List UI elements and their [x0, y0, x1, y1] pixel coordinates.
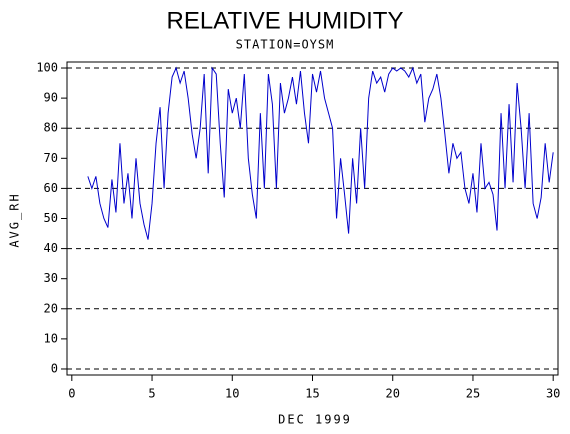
- y-tick-label: 30: [44, 271, 58, 285]
- data-line: [87, 66, 554, 240]
- y-tick-label: 20: [44, 301, 58, 315]
- y-tick-label: 70: [44, 151, 58, 165]
- y-tick-label: 100: [36, 61, 58, 75]
- chart-title: RELATIVE HUMIDITY: [167, 7, 404, 34]
- y-tick-label: 60: [44, 181, 58, 195]
- x-axis-label: DEC 1999: [278, 413, 352, 427]
- x-tick-label: 25: [466, 387, 480, 401]
- x-tick-label: 30: [546, 387, 560, 401]
- y-tick-label: 0: [51, 361, 58, 375]
- y-axis-label: AVG_RH: [8, 192, 22, 247]
- x-tick-label: 5: [148, 387, 155, 401]
- y-tick-label: 50: [44, 211, 58, 225]
- y-tick-label: 90: [44, 91, 58, 105]
- x-tick-label: 20: [386, 387, 400, 401]
- y-tick-label: 40: [44, 241, 58, 255]
- y-tick-label: 80: [44, 121, 58, 135]
- x-tick-label: 0: [68, 387, 75, 401]
- plot-frame: [66, 61, 559, 376]
- x-tick-label: 15: [305, 387, 319, 401]
- y-tick-label: 10: [44, 331, 58, 345]
- chart-subtitle: STATION=OYSM: [236, 38, 335, 52]
- x-tick-label: 10: [225, 387, 239, 401]
